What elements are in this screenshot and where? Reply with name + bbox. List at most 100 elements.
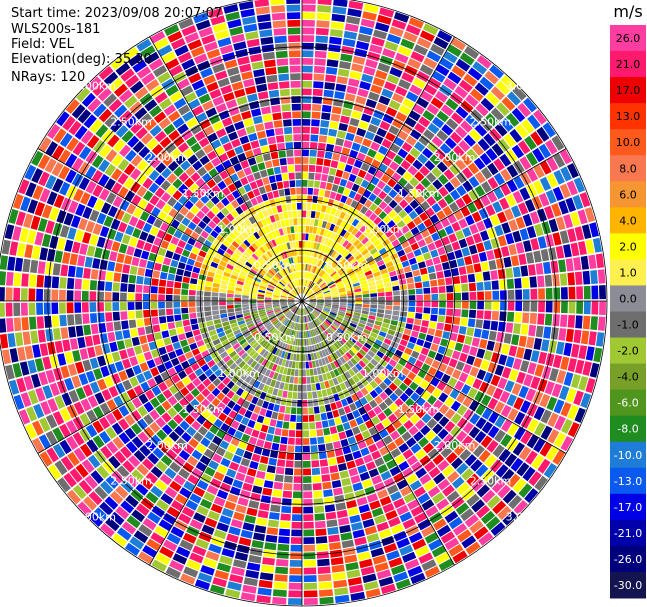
radar-gate bbox=[281, 292, 288, 296]
radar-gate bbox=[330, 287, 338, 292]
radar-gate bbox=[314, 58, 326, 66]
radar-gate bbox=[218, 412, 228, 422]
radar-gate bbox=[30, 373, 41, 388]
radar-gate bbox=[65, 99, 80, 114]
radar-gate bbox=[505, 322, 514, 333]
radar-gate bbox=[287, 445, 295, 453]
radar-gate bbox=[330, 557, 344, 566]
radar-gate bbox=[341, 45, 355, 55]
radar-gate bbox=[245, 31, 259, 40]
radar-gate bbox=[475, 403, 486, 416]
radar-gate bbox=[145, 472, 158, 484]
radar-gate bbox=[370, 358, 379, 367]
radar-gate bbox=[289, 422, 296, 430]
radar-gate bbox=[280, 398, 287, 406]
radar-gate bbox=[274, 238, 280, 246]
radar-gate bbox=[331, 305, 339, 309]
radar-gate bbox=[558, 328, 567, 341]
radar-gate bbox=[307, 290, 313, 296]
radar-gate bbox=[431, 293, 439, 301]
radar-gate bbox=[340, 532, 353, 541]
radar-gate bbox=[288, 265, 293, 273]
radar-gate bbox=[506, 91, 521, 106]
radar-gate bbox=[567, 358, 577, 373]
radar-gate bbox=[302, 172, 308, 180]
radar-gate bbox=[197, 235, 206, 244]
radar-gate bbox=[288, 295, 295, 299]
radar-gate bbox=[333, 98, 344, 107]
radar-gate bbox=[225, 203, 235, 213]
radar-gate bbox=[503, 333, 512, 344]
radar-gate bbox=[288, 337, 293, 345]
radar-gate bbox=[455, 361, 465, 371]
radar-gate bbox=[135, 284, 143, 293]
radar-gate bbox=[133, 530, 149, 544]
radar-gate bbox=[593, 347, 603, 363]
radar-gate bbox=[331, 272, 338, 279]
radar-gate bbox=[254, 389, 262, 398]
radar-gate bbox=[105, 192, 117, 205]
radar-gate bbox=[533, 180, 545, 195]
colorbar-tick-label: 26.0 bbox=[616, 32, 641, 45]
radar-gate bbox=[213, 225, 223, 234]
radar-gate bbox=[583, 285, 591, 300]
radar-gate bbox=[149, 157, 161, 169]
radar-gate bbox=[316, 306, 323, 310]
radar-gate bbox=[219, 555, 233, 566]
radar-gate bbox=[268, 282, 276, 288]
radar-gate bbox=[358, 504, 370, 514]
radar-gate bbox=[261, 44, 275, 53]
radar-gate bbox=[82, 313, 90, 324]
radar-gate bbox=[257, 294, 265, 297]
radar-gate bbox=[351, 317, 360, 323]
radar-gate bbox=[92, 435, 105, 449]
radar-gate bbox=[255, 6, 270, 15]
radar-gate bbox=[493, 158, 505, 171]
radar-gate bbox=[401, 240, 410, 249]
radar-gate bbox=[524, 135, 537, 151]
radar-gate bbox=[324, 299, 332, 301]
radar-gate bbox=[453, 284, 461, 293]
radar-gate bbox=[295, 361, 299, 369]
radar-gate bbox=[229, 74, 242, 84]
radar-gate bbox=[351, 393, 359, 402]
radar-gate bbox=[394, 436, 405, 447]
radar-gate bbox=[476, 369, 487, 381]
radar-gate bbox=[232, 454, 242, 464]
radar-gate bbox=[489, 128, 502, 142]
radar-gate bbox=[426, 418, 438, 429]
radar-gate bbox=[318, 189, 325, 197]
radar-gate bbox=[198, 345, 207, 353]
radar-gate bbox=[275, 310, 282, 315]
radar-gate bbox=[292, 306, 297, 312]
radar-gate bbox=[235, 357, 243, 365]
radar-gate bbox=[140, 250, 150, 260]
radar-gate bbox=[289, 58, 301, 65]
radar-gate bbox=[520, 430, 533, 445]
radar-gate bbox=[286, 203, 292, 211]
radar-gate bbox=[393, 11, 410, 23]
radar-gate bbox=[235, 206, 244, 215]
colorbar-swatch bbox=[610, 389, 646, 417]
radar-gate bbox=[211, 185, 221, 195]
radar-gate bbox=[356, 212, 364, 221]
radar-gate bbox=[150, 244, 160, 254]
radar-gate bbox=[262, 244, 269, 252]
radar-gate bbox=[311, 329, 316, 337]
radar-gate bbox=[111, 470, 125, 484]
radar-gate bbox=[317, 279, 323, 285]
radar-gate bbox=[240, 222, 248, 230]
radar-gate bbox=[248, 216, 256, 225]
radar-gate bbox=[179, 539, 194, 551]
radar-gate bbox=[234, 121, 245, 131]
radar-gate bbox=[104, 302, 112, 312]
radar-gate bbox=[360, 162, 370, 172]
radar-gate bbox=[229, 461, 240, 471]
radar-gate bbox=[38, 171, 50, 187]
radar-gate bbox=[259, 348, 267, 356]
radar-gate bbox=[398, 382, 408, 392]
radar-gate bbox=[201, 244, 210, 253]
radar-gate bbox=[413, 486, 426, 498]
radar-gate bbox=[306, 203, 312, 210]
radar-gate bbox=[184, 414, 195, 425]
